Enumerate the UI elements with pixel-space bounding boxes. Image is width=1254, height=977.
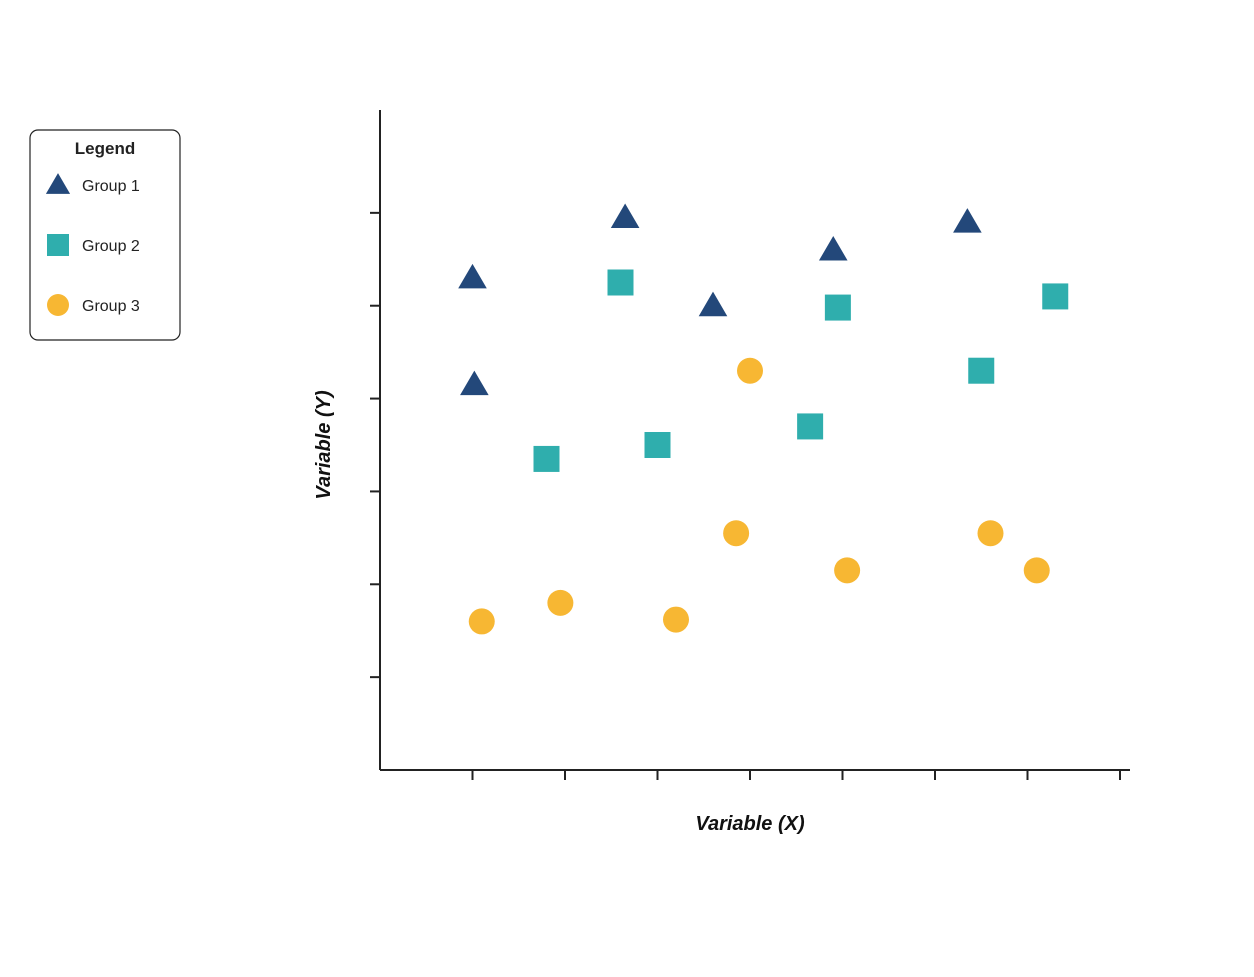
legend-item-group-3: Group 3 <box>47 294 140 316</box>
series-group-3 <box>469 358 1050 635</box>
plot-points <box>458 203 1068 634</box>
legend-item-label: Group 3 <box>82 298 140 315</box>
scatter-chart: Variable (X) Variable (Y) Legend Group 1 Gro… <box>0 0 1254 977</box>
legend: Legend Group 1 Group 2 Group 3 <box>30 130 180 340</box>
legend-item-label: Group 2 <box>82 238 140 255</box>
series-group-2 <box>534 270 1069 472</box>
x-axis-label: Variable (X) <box>695 813 805 835</box>
legend-item-label: Group 1 <box>82 178 140 195</box>
series-group-1 <box>458 203 981 395</box>
legend-item-group-2: Group 2 <box>47 234 140 256</box>
legend-title: Legend <box>75 139 135 158</box>
chart-svg: Variable (X) Variable (Y) Legend Group 1 Gro… <box>0 0 1254 977</box>
y-axis-label: Variable (Y) <box>313 390 335 500</box>
